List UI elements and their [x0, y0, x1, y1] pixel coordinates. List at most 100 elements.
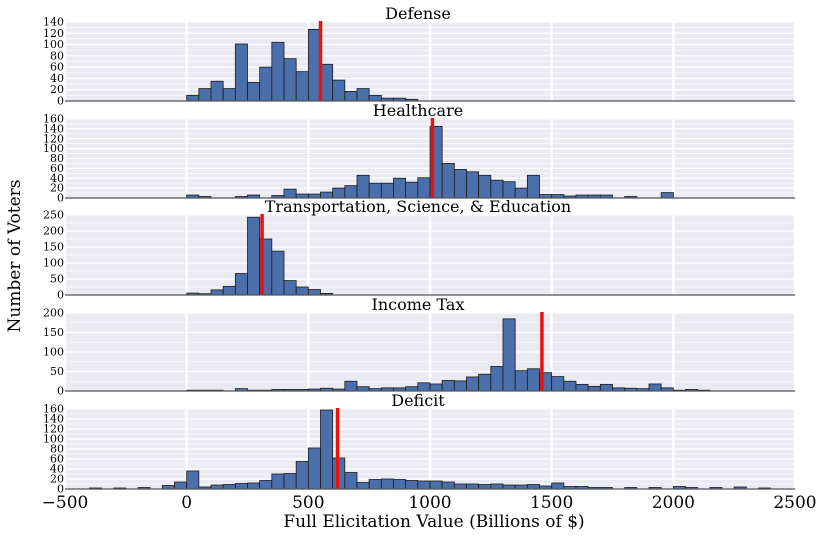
histogram-bar [271, 250, 285, 296]
histogram-bar [368, 479, 382, 490]
y-tick-label: 20 [50, 182, 64, 195]
y-tick-label: 0 [57, 289, 64, 302]
panel-3: 0 50 100 150 200 Income Tax [43, 295, 797, 398]
histogram-bar [344, 380, 358, 392]
histogram-bar [271, 473, 285, 490]
y-tick-label: 80 [50, 152, 64, 165]
x-axis-label: Full Elicitation Value (Billions of $) [283, 512, 584, 532]
y-tick-label: 60 [50, 162, 64, 175]
x-tick-label: 1500 [530, 493, 573, 513]
histogram-bar [575, 383, 589, 392]
histogram-bar [344, 472, 358, 490]
panel-title: Transportation, Science, & Education [265, 197, 571, 216]
histogram-bar [186, 94, 200, 102]
histogram-bar [380, 478, 394, 490]
histogram-bar [526, 368, 540, 392]
histogram-bar [356, 174, 370, 199]
y-tick-label: 60 [50, 453, 64, 466]
histogram-bar [563, 380, 577, 392]
histogram-bar [393, 177, 407, 199]
y-tick-label: 140 [43, 122, 64, 135]
histogram-bar [247, 81, 261, 102]
y-tick-label: 0 [57, 483, 64, 496]
histogram-bar [417, 177, 431, 199]
y-tick-label: 50 [50, 365, 64, 378]
histogram-bar [259, 66, 273, 102]
histogram-bar [417, 382, 431, 392]
histogram-bar [247, 216, 261, 296]
histogram-bar [393, 479, 407, 490]
y-tick-label: 60 [50, 61, 64, 74]
histogram-bar [344, 91, 358, 102]
histogram-bar [307, 289, 321, 296]
histogram-bar [283, 58, 297, 102]
y-tick-label: 100 [43, 346, 64, 359]
x-tick-label: 500 [292, 493, 324, 513]
histogram-bar [332, 79, 346, 102]
histogram-bar [466, 483, 480, 490]
x-tick-label: 1000 [408, 493, 451, 513]
histogram-bar [453, 483, 467, 490]
y-tick-label: 0 [57, 385, 64, 398]
histogram-bar [174, 481, 188, 490]
histogram-bar [551, 482, 565, 490]
histogram-bar [307, 447, 321, 490]
panel-title: Healthcare [373, 101, 463, 120]
histogram-bar [295, 71, 309, 102]
histogram-bar [599, 383, 613, 392]
y-tick-label: 20 [50, 473, 64, 486]
histogram-bar [417, 480, 431, 490]
y-tick-label: 250 [43, 209, 64, 222]
y-tick-label: 0 [57, 192, 64, 205]
panel-2: 0 50 100 150 200 250 Transportation, Science, … [43, 197, 797, 302]
histogram-bar [198, 88, 212, 102]
histogram-bar [295, 286, 309, 296]
y-tick-label: 80 [50, 443, 64, 456]
histogram-bar [429, 480, 443, 490]
histogram-bar [283, 473, 297, 490]
histogram-bar [259, 480, 273, 490]
histogram-bar [441, 163, 455, 199]
histogram-bar [210, 289, 224, 296]
histogram-bar [234, 43, 248, 102]
histogram-bar [551, 376, 565, 392]
histogram-bar [478, 484, 492, 490]
histogram-bar [514, 370, 528, 392]
histogram-bar [441, 380, 455, 392]
histogram-bar [210, 80, 224, 102]
histogram-bar [320, 409, 334, 490]
y-tick-label: 80 [50, 49, 64, 62]
y-tick-label: 140 [43, 413, 64, 426]
y-tick-label: 50 [50, 273, 64, 286]
histogram-bar [490, 179, 504, 199]
histogram-bar [453, 380, 467, 392]
y-tick-label: 100 [43, 257, 64, 270]
histogram-bar [405, 480, 419, 490]
histogram-bar [295, 461, 309, 490]
x-axis: −500 0 500 1000 1500 2000 2500 [42, 493, 817, 513]
histogram-bar [478, 373, 492, 392]
histogram-bar [283, 280, 297, 296]
panel-title: Deficit [391, 391, 445, 410]
histogram-bar [490, 483, 504, 490]
histogram-bar [356, 482, 370, 490]
histogram-bar [320, 63, 334, 102]
histogram-bar [478, 174, 492, 199]
histogram-bar [380, 182, 394, 199]
x-tick-label: 0 [181, 493, 192, 513]
histogram-bar [222, 484, 236, 490]
histogram-bar [405, 181, 419, 199]
histogram-bar [587, 385, 601, 392]
x-tick-label: 2500 [773, 493, 816, 513]
histogram-bar [356, 88, 370, 102]
y-tick-label: 40 [50, 172, 64, 185]
histogram-bar [186, 470, 200, 490]
y-axis-label: Number of Voters [5, 179, 25, 332]
y-tick-label: 120 [43, 423, 64, 436]
histogram-bar [307, 28, 321, 102]
histogram-bar [453, 168, 467, 199]
y-tick-label: 40 [50, 463, 64, 476]
x-tick-label: −500 [42, 493, 89, 513]
